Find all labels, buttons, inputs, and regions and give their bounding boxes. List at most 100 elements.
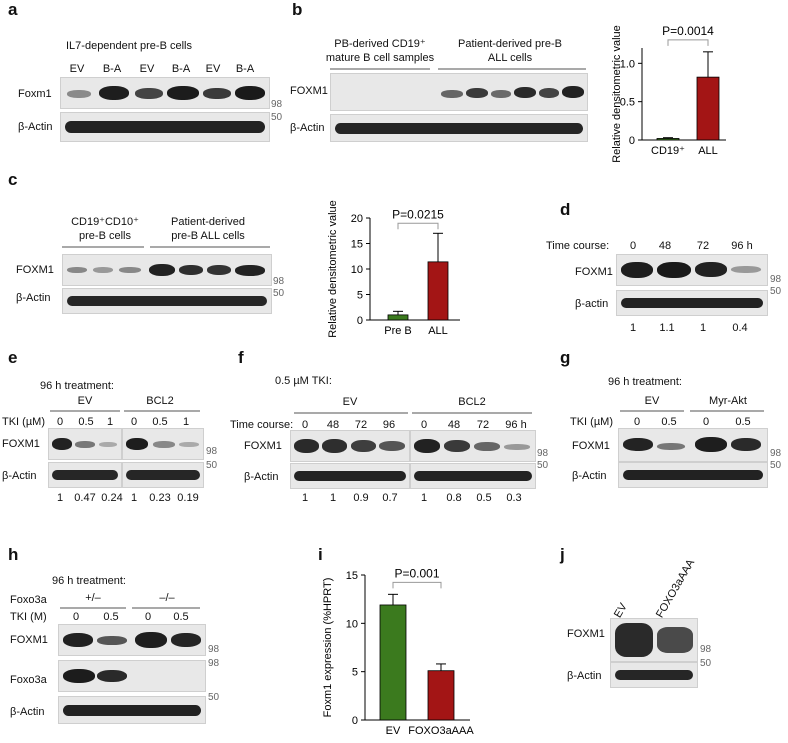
group-line (132, 607, 200, 609)
bar (656, 138, 680, 141)
y-tick-label: 5 (352, 667, 358, 679)
row-label-actin: β-Actin (2, 470, 37, 482)
foxo3a-genotype-label: Foxo3a (10, 594, 47, 606)
y-tick-label: 20 (351, 213, 363, 225)
y-axis-label: Relative densitometric value (611, 25, 623, 163)
row-label-foxm1: FOXM1 (244, 440, 282, 452)
group-line (150, 246, 270, 248)
quant-value: 0.19 (177, 492, 199, 504)
marker-50: 50 (208, 692, 220, 703)
lane-label: 96 h (731, 240, 753, 252)
time-course-label: Time course: (230, 419, 294, 431)
marker-98: 98 (537, 448, 549, 459)
x-tick-label: Pre B (384, 325, 412, 337)
quant-value: 0.47 (74, 492, 96, 504)
tki-label: TKI (µM) (2, 416, 45, 428)
lane-label: 72 (354, 419, 368, 431)
y-tick-label: 10 (346, 618, 358, 630)
row-label-foxm1: FOXM1 (2, 438, 40, 450)
panel-f-title: 0.5 µM TKI: (275, 375, 332, 387)
blot-foxm1 (618, 428, 768, 462)
blot-actin (62, 288, 272, 314)
row-label-foxm1: FOXM1 (16, 264, 54, 276)
row-label-foxm1: FOXM1 (572, 440, 610, 452)
p-value-label: P=0.0215 (392, 207, 444, 221)
lane-label: B-A (235, 63, 255, 75)
group-label-2: –/– (159, 592, 175, 604)
row-label-actin: β-Actin (290, 122, 325, 134)
panel-g-label: g (560, 348, 571, 367)
lane-label: 96 (382, 419, 396, 431)
blot-actin (618, 462, 768, 488)
blot-foxo3a (58, 660, 206, 692)
x-tick-label: FOXO3aAAA (408, 725, 474, 737)
blot-foxm1 (610, 618, 698, 662)
group-label-2: BCL2 (458, 396, 486, 408)
quant-value: 1 (301, 492, 309, 504)
blot-foxm1 (62, 254, 272, 286)
group-label-1: +/– (85, 592, 101, 604)
panel-e-title: 96 h treatment: (40, 380, 114, 392)
bar (696, 76, 720, 141)
lane-label: B-A (171, 63, 191, 75)
p-value-label: P=0.0014 (662, 24, 714, 38)
row-label-actin: β-Actin (567, 670, 602, 682)
lane-label: 0 (56, 416, 64, 428)
blot-foxm1 (330, 73, 588, 111)
blot-foxm1-ev (48, 428, 122, 460)
group-label-1: CD19⁺CD10⁺ pre-B cells (71, 216, 139, 242)
row-label-foxm1: FOXM1 (290, 85, 328, 97)
y-axis-label: Foxm1 expression (%HPRT) (322, 578, 334, 718)
lane-label: 0.5 (661, 416, 677, 428)
marker-98: 98 (271, 99, 283, 110)
lane-label: 1 (106, 416, 114, 428)
blot-actin (616, 290, 768, 316)
quant-value: 1 (420, 492, 428, 504)
blot-actin-ev (290, 463, 410, 489)
group-label-1: EV (342, 396, 358, 408)
y-tick-label: 0.5 (620, 97, 635, 109)
quant-value: 0.23 (149, 492, 171, 504)
panel-d-label: d (560, 200, 571, 219)
marker-98: 98 (206, 446, 218, 457)
x-tick-label: ALL (698, 145, 718, 157)
row-label-actin: β-Actin (572, 470, 607, 482)
panel-b-label: b (292, 0, 303, 19)
marker-98: 98 (770, 448, 782, 459)
row-label-actin: β-actin (575, 298, 609, 310)
lane-label: 0.5 (78, 416, 94, 428)
quant-value: 0.3 (506, 492, 522, 504)
quant-value: 0.9 (353, 492, 369, 504)
blot-actin (58, 696, 206, 724)
row-label-actin: β-Actin (244, 471, 279, 483)
group-label-2: Patient-derived pre-B ALL cells (458, 38, 562, 64)
panel-a-label: a (8, 0, 18, 19)
marker-50: 50 (537, 460, 549, 471)
significance-bracket (397, 222, 439, 230)
group-label-2: Patient-derived pre-B ALL cells (171, 216, 245, 242)
lane-label: EV (139, 63, 155, 75)
panel-g-title: 96 h treatment: (608, 376, 682, 388)
y-tick-label: 15 (346, 570, 358, 582)
blot-actin-bcl2 (122, 462, 204, 488)
group-line (438, 68, 586, 70)
blot-foxm1 (58, 624, 206, 656)
group-line (124, 410, 200, 412)
lane-label: 48 (326, 419, 340, 431)
x-tick-label: ALL (428, 325, 448, 337)
row-label-foxm1: FOXM1 (575, 266, 613, 278)
lane-label: 96 h (505, 419, 527, 431)
lane-label: 72 (696, 240, 710, 252)
bar (427, 261, 449, 321)
group-line (412, 412, 532, 414)
panel-h-title: 96 h treatment: (52, 575, 126, 587)
group-line (330, 68, 430, 70)
time-course-label: Time course: (546, 240, 610, 252)
row-label-foxm1: FOXM1 (10, 634, 48, 646)
bar (427, 670, 455, 721)
lane-label: 0 (629, 240, 637, 252)
panel-a-title: IL7-dependent pre-B cells (66, 40, 192, 52)
blot-actin (610, 662, 698, 688)
marker-50: 50 (700, 658, 712, 669)
